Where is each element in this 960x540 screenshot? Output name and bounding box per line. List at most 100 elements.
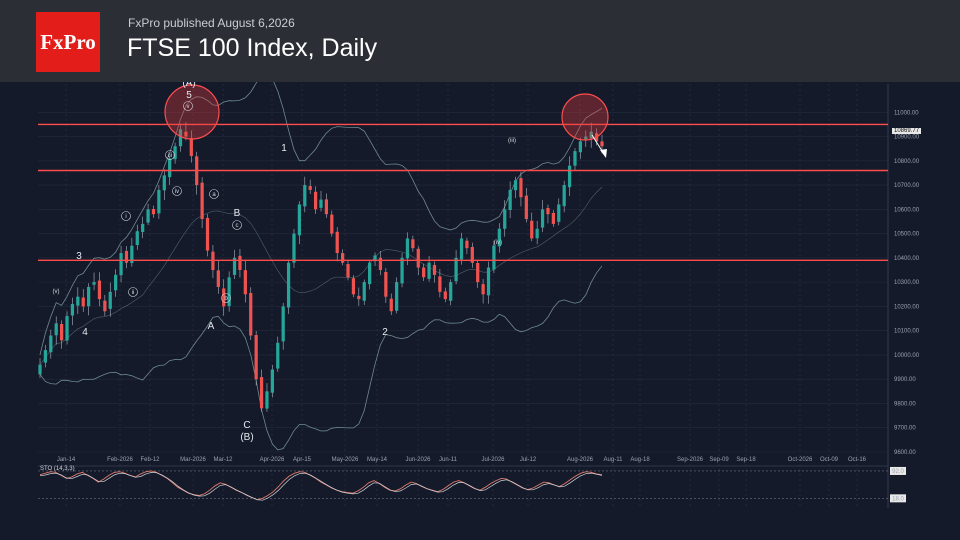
candle-body (38, 364, 42, 375)
bollinger-lower (39, 265, 603, 451)
wave-label: i (125, 214, 126, 220)
candle-body (481, 284, 485, 295)
candle-body (540, 209, 545, 228)
candle-body (216, 270, 220, 287)
wave-label: 4 (82, 327, 88, 338)
x-tick-label: Aug-11 (604, 457, 624, 463)
candle-body (324, 199, 329, 215)
candle-body (308, 186, 312, 190)
candle-body (76, 296, 80, 306)
x-tick-label: Mar-12 (213, 457, 233, 463)
stochastic-level-label: 92.0 (892, 469, 904, 475)
candle-body (411, 239, 415, 249)
wave-label: A (208, 321, 215, 332)
price-chart[interactable]: Jan-14 Feb-2026 Feb-12 Mar-2026 Mar-12 Apr-20… (0, 82, 960, 540)
candle-body (486, 267, 491, 296)
x-tick-label: May-14 (367, 457, 388, 463)
candle-body (395, 282, 399, 311)
wave-label-circle (121, 211, 131, 221)
wave-label: iii (168, 153, 172, 159)
candle-body (92, 282, 96, 285)
x-tick-label: Mar-2026 (180, 457, 206, 463)
header: FxPro FxPro published August 6,2026 FTSE… (0, 0, 960, 82)
y-tick-label: 10200.00 (894, 304, 920, 310)
y-tick-label: 10800.00 (894, 159, 920, 165)
candle-body (59, 323, 64, 341)
candle-body (54, 323, 58, 336)
chart-title: FTSE 100 Index, Daily (127, 34, 378, 62)
candle-body (432, 265, 437, 275)
y-tick-label: 10700.00 (894, 183, 920, 189)
candle-body (524, 195, 528, 220)
x-tick-label: Jun-11 (439, 457, 458, 463)
x-tick-label: Sep-18 (736, 457, 756, 463)
wave-label: (A) (182, 82, 195, 89)
candle-body (276, 342, 280, 369)
candle-body (530, 220, 534, 239)
y-tick-label: 10500.00 (894, 232, 920, 238)
x-tick-label: Sep-2026 (677, 457, 704, 463)
candle-body (189, 138, 193, 156)
x-tick-label: Sep-09 (709, 457, 729, 463)
candle-body (49, 335, 53, 353)
candle-body (222, 288, 226, 307)
candle-body (557, 204, 561, 222)
candle-body (346, 264, 350, 278)
wave-label-circle (183, 101, 193, 111)
x-tick-label: Jan-14 (57, 457, 76, 463)
fxpro-logo: FxPro (36, 12, 100, 72)
candle-body (200, 182, 204, 220)
x-tick-label: Feb-2026 (107, 457, 133, 463)
wave-label: C (243, 420, 250, 431)
candle-body (546, 207, 550, 215)
candle-body (157, 189, 161, 214)
wave-label: ii (132, 290, 135, 296)
candle-body (551, 212, 555, 224)
candle-body (103, 300, 107, 312)
published-date: FxPro published August 6,2026 (128, 16, 295, 30)
candle-body (243, 270, 247, 295)
candle-body (108, 291, 112, 309)
candle-body (513, 180, 518, 191)
x-tick-label: Jun-2026 (405, 457, 431, 463)
y-tick-label: 10600.00 (894, 207, 920, 213)
candle-body (70, 303, 75, 316)
top-highlight-circle (561, 93, 609, 141)
wave-label: 3 (76, 251, 82, 262)
candle-body (281, 306, 285, 342)
wave-label-circle (165, 150, 175, 160)
candle-body (238, 255, 242, 270)
candle-body (378, 257, 383, 270)
candle-body (562, 185, 566, 207)
candle-body (573, 151, 577, 166)
candle-body (459, 238, 464, 260)
candle-body (87, 286, 91, 307)
candle-body (578, 141, 583, 153)
candle-body (470, 247, 474, 263)
x-tick-label: Oct-2026 (788, 457, 813, 463)
wave-label: (v) (53, 289, 60, 295)
candle-body (114, 274, 118, 291)
stochastic-level-box (890, 466, 906, 475)
candle-body (141, 223, 145, 233)
candle-body (124, 250, 129, 263)
candle-body (449, 282, 453, 301)
candle-body (81, 297, 85, 307)
candle-body (400, 257, 404, 284)
candle-body (162, 175, 166, 191)
wave-label-circle (221, 293, 231, 303)
candle-body (405, 238, 410, 259)
wave-label-circle (232, 220, 242, 230)
candle-body (43, 350, 48, 363)
y-tick-label: 10000.00 (894, 353, 920, 359)
y-tick-label: 9700.00 (894, 426, 916, 432)
bollinger-middle (39, 186, 603, 365)
y-tick-label: 10100.00 (894, 329, 920, 335)
wave-label: b (224, 296, 228, 302)
top-highlight-circle (164, 84, 220, 140)
stochastic-level-box (890, 494, 906, 503)
candle-body (454, 257, 458, 282)
wave-label: 5 (186, 90, 192, 101)
x-tick-label: Aug-18 (630, 457, 650, 463)
wave-label-circle (128, 287, 138, 297)
